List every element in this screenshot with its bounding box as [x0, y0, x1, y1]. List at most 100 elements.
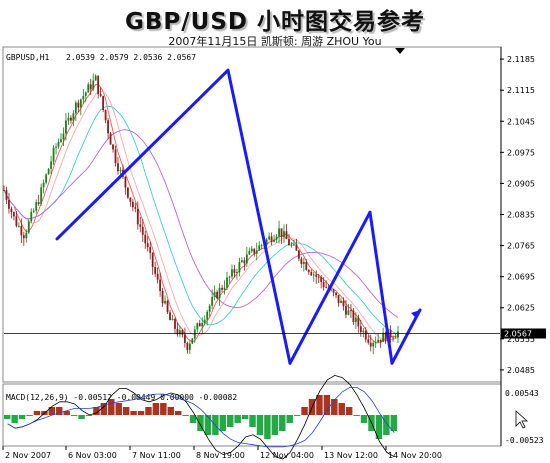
- candle-body: [216, 291, 219, 299]
- candle-body: [218, 287, 221, 299]
- candle-body: [20, 226, 23, 236]
- candle-body: [72, 113, 75, 121]
- macd-bar: [249, 415, 256, 427]
- candle-body: [312, 274, 315, 276]
- macd-label: MACD(12,26,9) -0.00512 -0.00449 0.00000 …: [6, 393, 237, 402]
- macd-bar: [301, 407, 308, 415]
- candle-body: [112, 144, 114, 150]
- candle-body: [42, 182, 45, 188]
- trend-line-1: [55, 68, 230, 241]
- candle-body: [201, 322, 204, 327]
- macd-bar: [122, 407, 130, 415]
- candle-body: [228, 276, 231, 278]
- candle-body: [50, 161, 52, 169]
- candle-body: [97, 75, 100, 95]
- candle-body: [52, 147, 55, 162]
- main-plot-frame: [2, 46, 502, 383]
- candle-body: [206, 311, 209, 320]
- trend-lines: [55, 68, 422, 365]
- y-tick-label: 2.0695: [507, 273, 535, 282]
- y-tick-label: 2.0485: [507, 366, 535, 375]
- macd-bar: [174, 411, 182, 415]
- candle-body: [397, 331, 399, 338]
- x-tick-label: 14 Nov 20:00: [388, 451, 442, 460]
- candle-body: [109, 133, 112, 145]
- macd-bar: [383, 415, 390, 435]
- candle-body: [70, 117, 72, 121]
- candle-body: [102, 96, 105, 111]
- macd-bar: [241, 415, 249, 419]
- macd-bar: [360, 415, 368, 423]
- candle-body: [119, 169, 122, 172]
- candle-body: [136, 208, 139, 225]
- candle-body: [258, 245, 261, 251]
- candle-body: [238, 262, 241, 273]
- candle-body: [315, 274, 318, 277]
- candle-body: [362, 330, 365, 333]
- candle-body: [126, 187, 129, 198]
- y-tick-label: 2.0625: [507, 304, 535, 313]
- candle-body: [226, 277, 228, 288]
- candle-body: [191, 338, 194, 344]
- candle-body: [196, 323, 199, 330]
- macd-bar: [353, 415, 360, 416]
- candle-body: [176, 328, 179, 335]
- macd-top-value: 0.00543: [505, 389, 539, 398]
- trend-line-4: [368, 210, 394, 365]
- candle-body: [342, 300, 345, 307]
- candle-body: [317, 276, 320, 278]
- macd-bar: [293, 415, 301, 416]
- x-tick-label: 13 Nov 12:00: [324, 451, 378, 460]
- candle-body: [260, 245, 263, 246]
- candle-body: [8, 199, 10, 209]
- candle-body: [270, 236, 273, 242]
- candle-body: [337, 295, 340, 304]
- macd-bar: [48, 407, 56, 415]
- macd-bar: [11, 415, 18, 423]
- macd-bar: [145, 407, 152, 415]
- trend-arrow-icon: [411, 309, 420, 319]
- y-tick-label: 2.1115: [507, 86, 535, 95]
- candle-body: [156, 273, 159, 280]
- candle-body: [394, 337, 397, 339]
- candle-body: [107, 120, 109, 134]
- candle-body: [179, 330, 181, 335]
- candle-body: [84, 92, 87, 96]
- macd-signal-line: [7, 387, 395, 448]
- candle-body: [15, 216, 18, 227]
- macd-bar: [316, 395, 323, 415]
- macd-bar: [375, 415, 383, 439]
- candle-body: [57, 141, 60, 147]
- candle-body: [364, 330, 367, 340]
- candle-body: [17, 226, 20, 227]
- candle-body: [104, 110, 107, 121]
- candle-body: [198, 323, 201, 327]
- candle-body: [243, 260, 246, 264]
- candle-body: [305, 261, 308, 271]
- candle-body: [129, 197, 132, 202]
- candle-body: [99, 94, 102, 97]
- candle-body: [79, 99, 82, 108]
- candle-body: [288, 239, 290, 246]
- candle-body: [131, 201, 134, 208]
- macd-bar: [63, 411, 70, 415]
- candle-body: [87, 84, 90, 93]
- candle-body: [350, 310, 352, 312]
- candle-body: [325, 287, 328, 288]
- candle-body: [367, 339, 370, 343]
- candle-body: [27, 221, 30, 233]
- candle-body: [146, 243, 149, 248]
- x-tick-label: 7 Nov 11:00: [132, 451, 181, 460]
- candle-body: [278, 228, 280, 237]
- candle-body: [372, 342, 375, 347]
- candle-body: [265, 239, 268, 245]
- y-tick-label: 2.0765: [507, 242, 535, 251]
- candle-body: [293, 244, 295, 246]
- candle-body: [295, 244, 298, 251]
- x-axis-ticks: 2 Nov 2007 6 Nov 03:00 7 Nov 11:00 8 Nov 19…: [2, 446, 442, 460]
- candle-body: [35, 202, 38, 211]
- candle-body: [92, 80, 95, 90]
- macd-bar: [85, 415, 93, 416]
- candle-body: [369, 342, 372, 347]
